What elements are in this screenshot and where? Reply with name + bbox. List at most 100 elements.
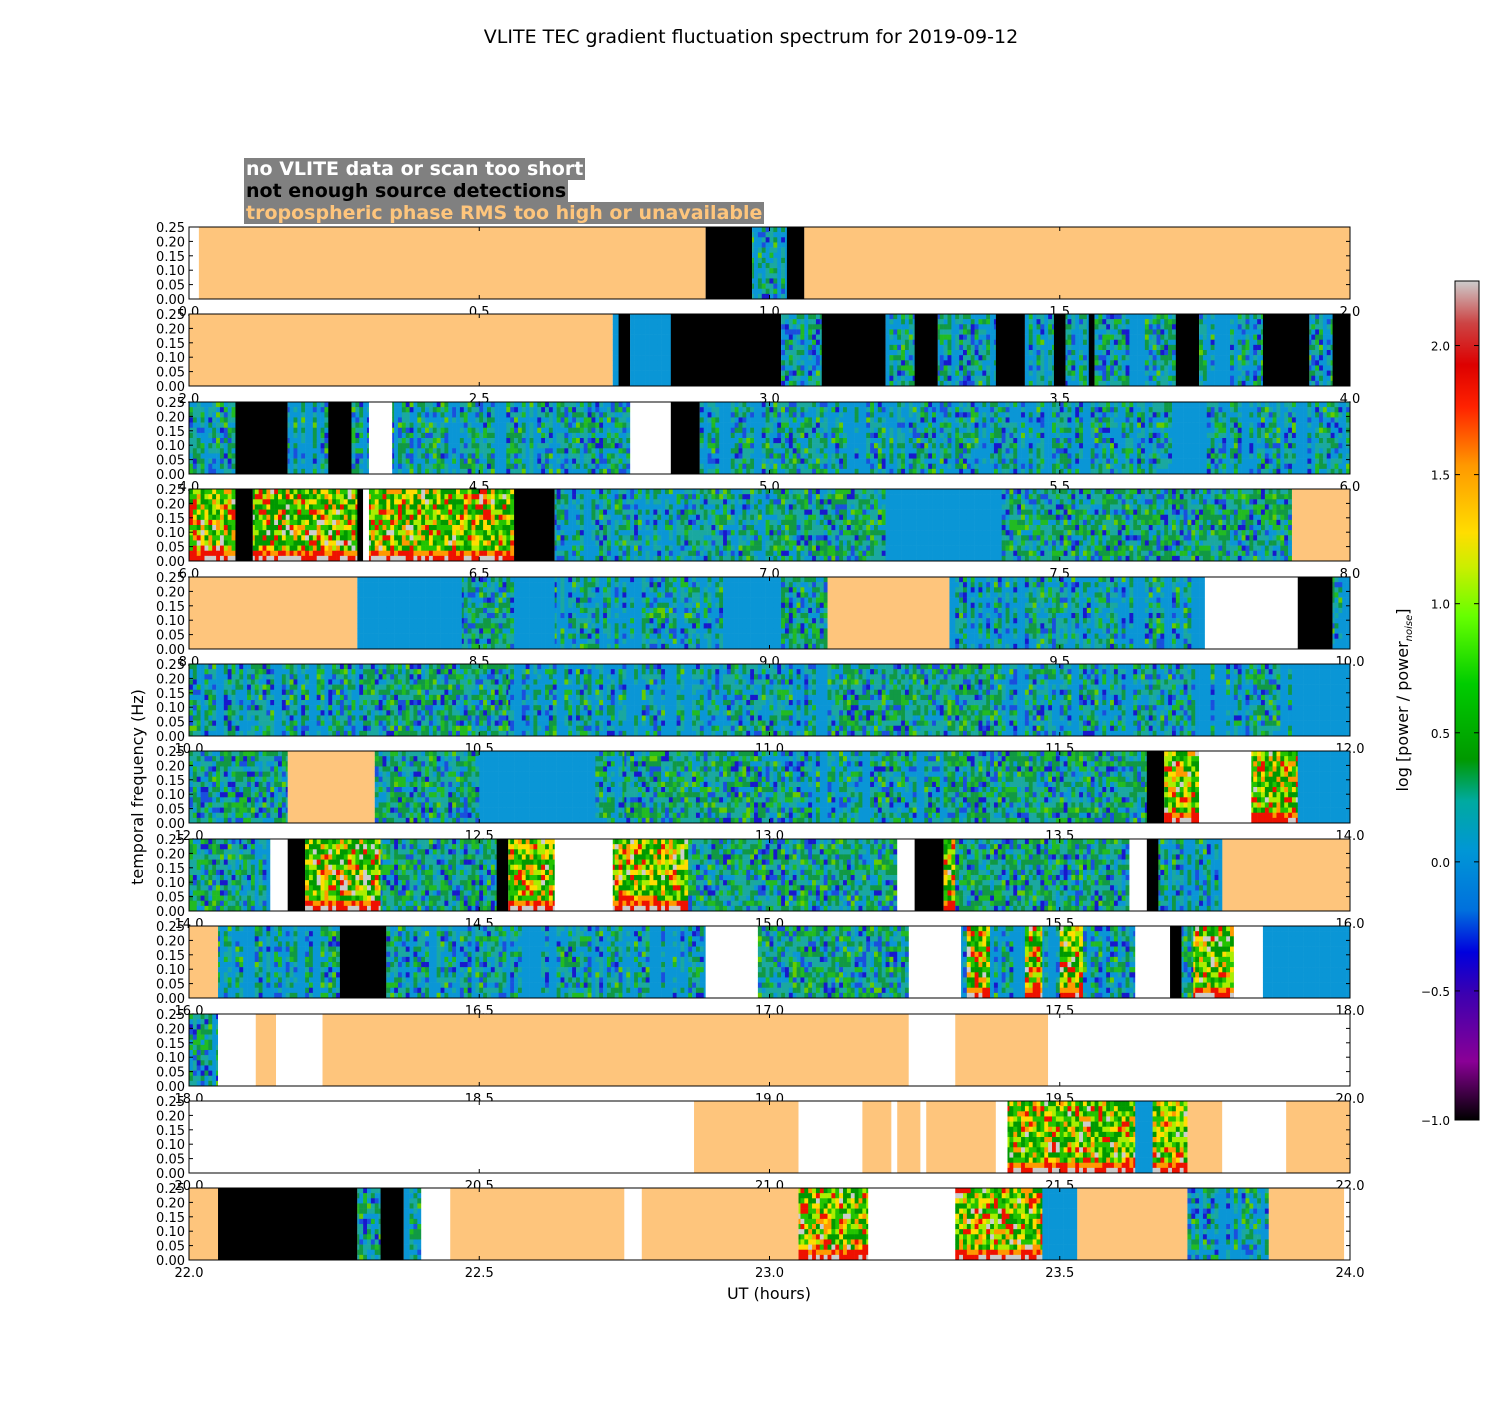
heatmap-segment [770,489,886,561]
segment-no-sources [1263,314,1309,386]
segment-no-data [624,1188,641,1260]
segment-tropo [1269,1188,1344,1260]
segment-no-data [1135,926,1170,998]
heatmap-segment [1135,1101,1153,1173]
y-tick-label: 0.10 [156,1051,185,1066]
heatmap-segment [1199,314,1263,386]
y-tick-label: 0.25 [156,658,185,673]
heatmap-segment [1182,926,1194,998]
y-tick-label: 0.05 [156,1066,185,1081]
x-axis-label: UT (hours) [727,1284,811,1303]
segment-no-data [1129,839,1146,911]
segment-no-sources [915,314,938,386]
heatmap-segment [886,489,1002,561]
y-tick-label: 0.15 [156,512,185,527]
heatmap-segment [1164,751,1199,823]
y-tick-label: 0.20 [156,1022,185,1037]
y-tick-label: 0.25 [156,745,185,760]
segment-no-sources [328,402,351,474]
y-tick-label: 0.20 [156,672,185,687]
heatmap-segment [479,751,595,823]
chart-title: VLITE TEC gradient fluctuation spectrum … [484,26,1018,48]
x-tick-label: 23.0 [755,1266,784,1281]
x-tick-label: 24.0 [1336,1266,1365,1281]
segment-no-data [891,1101,897,1173]
y-tick-label: 0.20 [156,847,185,862]
y-tick-label: 0.15 [156,949,185,964]
y-tick-label: 0.05 [156,541,185,556]
heatmap-segment [1066,314,1090,386]
segment-no-data [1199,751,1251,823]
y-tick-label: 0.10 [156,614,185,629]
y-tick-label: 0.15 [156,687,185,702]
y-tick-label: 0.20 [156,322,185,337]
y-tick-label: 0.10 [156,526,185,541]
segment-tropo [804,227,1350,299]
segment-no-data [1344,1188,1350,1260]
segment-tropo [189,1188,218,1260]
segment-tropo [199,227,706,299]
y-tick-label: 0.05 [156,629,185,644]
heatmap-segment [990,926,1025,998]
segment-no-sources [706,227,752,299]
y-tick-label: 0.05 [156,716,185,731]
heatmap-segment [799,1188,869,1260]
segment-no-sources [235,402,287,474]
heatmap-segment [241,839,270,911]
y-tick-label: 0.15 [156,1211,185,1226]
heatmap-segment [944,839,956,911]
segment-tropo [955,1014,1048,1086]
heatmap-segment [758,926,909,998]
colorbar: −1.0−0.50.00.51.01.52.0 log [power / pow… [1393,281,1479,1128]
segment-no-data [897,839,914,911]
y-tick-label: 0.10 [156,963,185,978]
segment-no-data [1222,1101,1286,1173]
heatmap-segment [1042,1188,1077,1260]
colorbar-tick-label: 1.5 [1431,469,1450,483]
colorbar-tick-label: 2.0 [1431,340,1450,354]
y-tick-label: 0.15 [156,337,185,352]
heatmap-segment [357,577,462,649]
y-tick-label: 0.10 [156,439,185,454]
heatmap-segment [700,402,1350,474]
segment-tropo [642,1188,799,1260]
segment-tropo [1077,1188,1187,1260]
segment-no-sources [340,926,386,998]
y-tick-label: 0.05 [156,279,185,294]
y-tick-label: 0.10 [156,876,185,891]
segment-tropo [1286,1101,1350,1173]
heatmap-segment [392,402,630,474]
heatmap-segment [352,402,370,474]
y-tick-label: 0.25 [156,483,185,498]
y-tick-label: 0.15 [156,250,185,265]
y-tick-label: 0.20 [156,497,185,512]
y-tick-label: 0.05 [156,978,185,993]
heatmap-segment [386,926,706,998]
heatmap-segment [955,839,1129,911]
segment-no-data [270,839,287,911]
y-tick-label: 0.20 [156,1109,185,1124]
y-tick-label: 0.10 [156,351,185,366]
heatmap-segment [1153,1101,1188,1173]
heatmap-segment [189,489,236,561]
segment-no-sources [381,1188,404,1260]
colorbar-tick-label: 0.0 [1431,856,1450,870]
segment-no-data [996,1101,1008,1173]
heatmap-segment [305,839,381,911]
heatmap-segment [1095,314,1177,386]
segment-no-data [1205,577,1298,649]
y-tick-label: 0.20 [156,410,185,425]
legend-no-data: no VLITE data or scan too short [244,158,585,180]
segment-no-data [218,1014,256,1086]
heatmap-segment [218,926,340,998]
heatmap-segment [1042,926,1060,998]
segment-tropo [926,1101,996,1173]
